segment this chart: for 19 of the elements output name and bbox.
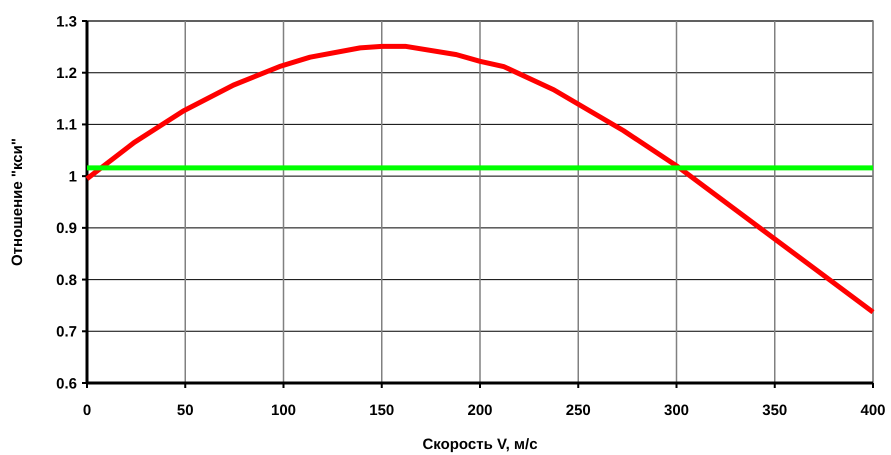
- y-tick-label: 1.2: [56, 64, 77, 82]
- y-tick-label: 0.6: [56, 375, 77, 392]
- x-tick-label: 400: [860, 402, 886, 419]
- y-tick-label: 0.9: [56, 220, 77, 238]
- x-tick-label: 100: [270, 402, 296, 419]
- y-axis-title: Отношение "кси": [9, 138, 26, 266]
- y-tick-label: 1.1: [56, 116, 77, 134]
- y-tick-label: 0.8: [56, 272, 77, 289]
- x-axis-title: Скорость V, м/с: [422, 436, 538, 453]
- x-tick-label: 250: [566, 402, 591, 419]
- x-tick-label: 350: [762, 402, 788, 419]
- x-tick-label: 150: [369, 402, 394, 419]
- x-tick-label: 0: [82, 402, 92, 419]
- x-tick-label: 200: [467, 402, 493, 419]
- y-tick-label: 1.3: [56, 13, 77, 30]
- x-tick-label: 50: [176, 402, 194, 419]
- y-tick-label: 0.7: [56, 324, 77, 341]
- x-tick-label: 300: [664, 402, 690, 419]
- y-tick-label: 1: [68, 168, 77, 186]
